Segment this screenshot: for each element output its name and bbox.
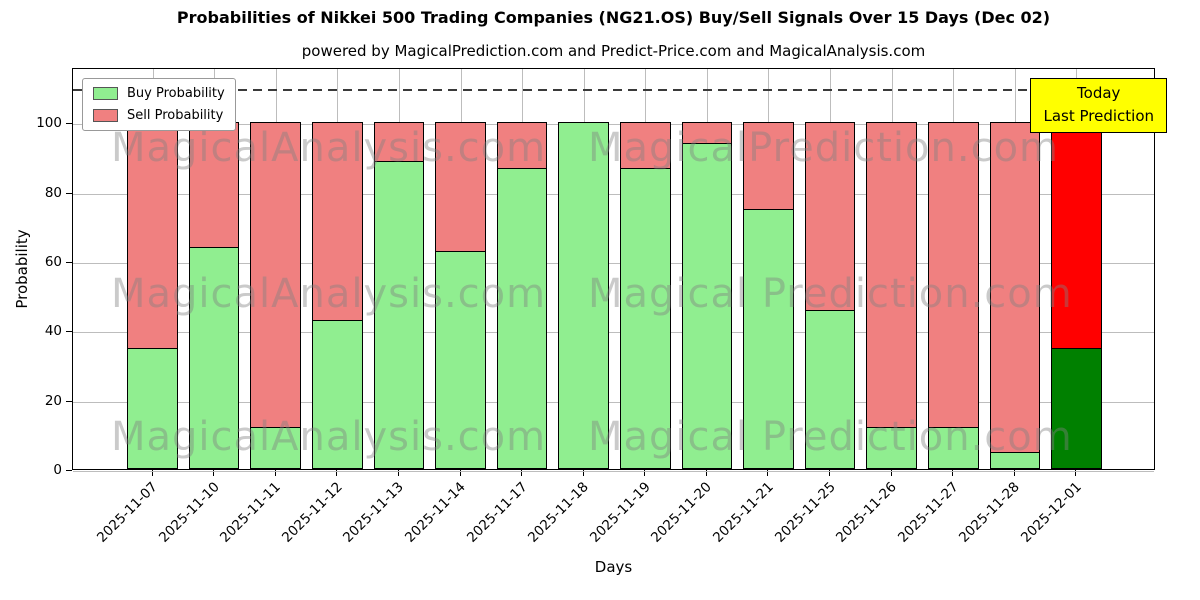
watermark-text: MagicalPrediction.com xyxy=(588,125,1059,171)
x-tick-mark xyxy=(459,470,461,476)
h-gridline xyxy=(73,124,1154,126)
x-tick-label: 2025-11-18 xyxy=(525,479,593,546)
chart-subtitle: powered by MagicalPrediction.com and Pre… xyxy=(301,42,926,60)
buy-bar xyxy=(866,427,917,469)
today-annotation: Today Last Prediction xyxy=(1030,78,1167,133)
buy-bar xyxy=(681,143,733,469)
sell-bar xyxy=(866,122,917,429)
x-tick-mark xyxy=(397,470,399,476)
watermark-text: Magical Prediction.com xyxy=(588,271,1073,317)
watermark-text: Magical Prediction.com xyxy=(588,414,1073,460)
legend-sell-label: Sell Probability xyxy=(127,108,224,123)
y-tick-mark xyxy=(66,470,72,471)
buy-bar xyxy=(496,167,548,469)
h-gridline xyxy=(73,332,1154,334)
x-tick-mark xyxy=(213,470,215,476)
x-tick-label: 2025-11-12 xyxy=(278,479,346,546)
x-tick-label: 2025-11-17 xyxy=(463,479,531,546)
buy-bar xyxy=(1051,347,1102,469)
x-tick-mark xyxy=(952,470,954,476)
sell-bar xyxy=(804,122,856,311)
x-tick-label: 2025-11-11 xyxy=(217,479,285,546)
buy-bar xyxy=(620,167,671,469)
x-tick-mark xyxy=(521,470,523,476)
sell-bar xyxy=(250,122,301,429)
sell-bar xyxy=(989,122,1041,453)
x-tick-mark xyxy=(644,470,646,476)
y-tick-mark xyxy=(66,331,72,333)
x-tick-mark xyxy=(890,470,892,476)
x-tick-mark xyxy=(274,470,276,476)
x-tick-label: 2025-11-20 xyxy=(648,479,716,546)
watermark-text: MagicalAnalysis.com xyxy=(111,271,547,317)
y-tick-mark xyxy=(66,123,72,125)
buy-bar xyxy=(743,209,794,469)
x-tick-mark xyxy=(1013,470,1015,476)
sell-bar xyxy=(312,122,363,321)
chart-title: Probabilities of Nikkei 500 Trading Comp… xyxy=(176,8,1051,27)
buy-bar xyxy=(558,122,609,469)
sell-bar xyxy=(681,122,733,145)
x-tick-label: 2025-11-21 xyxy=(710,479,777,546)
x-tick-label: 2025-11-19 xyxy=(586,479,654,546)
x-tick-mark xyxy=(336,470,338,476)
y-tick-label: 80 xyxy=(44,184,62,201)
h-gridline xyxy=(73,263,1154,265)
threshold-dashed-line xyxy=(73,88,1154,91)
watermark-text: MagicalAnalysis.com xyxy=(111,125,547,171)
x-axis-label: Days xyxy=(594,558,633,576)
x-tick-label: 2025-11-10 xyxy=(155,479,223,546)
h-gridline xyxy=(73,193,1154,195)
sell-probability-swatch xyxy=(93,109,118,122)
x-tick-mark xyxy=(705,470,707,476)
y-tick-mark xyxy=(66,400,72,402)
x-tick-label: 2025-11-13 xyxy=(340,479,408,546)
sell-bar xyxy=(620,122,671,169)
x-tick-label: 2025-11-14 xyxy=(402,479,469,546)
h-gridline xyxy=(73,401,1154,403)
x-tick-label: 2025-11-26 xyxy=(833,479,901,546)
x-tick-mark xyxy=(582,470,584,476)
x-tick-mark xyxy=(151,470,153,476)
sell-bar xyxy=(373,122,425,162)
legend-item-sell: Sell Probability xyxy=(93,108,225,123)
plot-area: Buy Probability Sell Probability Today L… xyxy=(72,68,1167,472)
y-tick-label: 0 xyxy=(53,462,62,478)
legend: Buy Probability Sell Probability xyxy=(82,78,236,131)
x-tick-mark xyxy=(829,470,831,476)
y-tick-label: 40 xyxy=(44,323,62,340)
x-tick-mark xyxy=(1075,470,1077,476)
legend-buy-label: Buy Probability xyxy=(127,86,225,101)
y-tick-label: 100 xyxy=(36,115,62,132)
buy-bar xyxy=(928,427,979,469)
sell-bar xyxy=(743,122,794,211)
today-annotation-line2: Last Prediction xyxy=(1043,106,1154,125)
sell-bar xyxy=(928,122,979,429)
buy-bar xyxy=(804,309,856,469)
buy-bar xyxy=(373,160,425,469)
y-tick-mark xyxy=(66,192,72,194)
sell-bar xyxy=(188,122,240,249)
legend-item-buy: Buy Probability xyxy=(93,86,225,101)
today-annotation-line1: Today xyxy=(1077,84,1121,102)
buy-bar xyxy=(312,319,363,469)
h-gridline xyxy=(73,471,1154,472)
y-tick-mark xyxy=(66,262,72,264)
x-tick-label: 2025-11-28 xyxy=(956,479,1024,546)
x-tick-mark xyxy=(767,470,769,476)
sell-bar xyxy=(496,122,548,169)
x-tick-label: 2025-11-25 xyxy=(771,479,839,546)
y-tick-label: 60 xyxy=(44,254,62,271)
buy-bar xyxy=(250,427,301,469)
x-tick-label: 2025-11-07 xyxy=(94,479,161,546)
sell-bar xyxy=(127,122,178,349)
buy-bar xyxy=(188,247,240,469)
watermark-text: MagicalAnalysis.com xyxy=(111,414,547,460)
sell-bar xyxy=(435,122,486,252)
x-tick-label: 2025-12-01 xyxy=(1017,479,1085,546)
x-tick-label: 2025-11-27 xyxy=(894,479,962,546)
buy-probability-swatch xyxy=(93,87,118,100)
y-tick-label: 20 xyxy=(44,392,62,409)
